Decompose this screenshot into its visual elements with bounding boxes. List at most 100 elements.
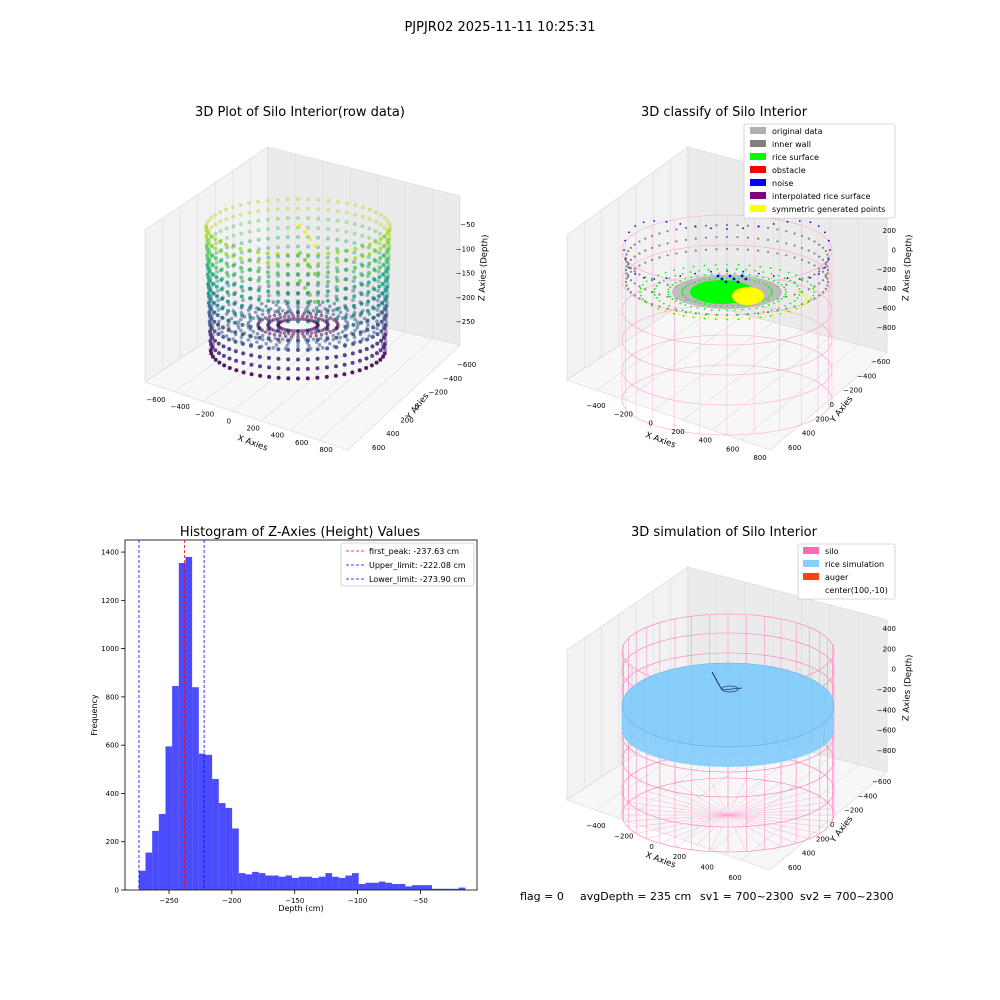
- floor-point: [246, 338, 251, 342]
- wall-point: [206, 301, 211, 305]
- histogram-bar: [205, 754, 213, 890]
- floor-point: [296, 335, 300, 339]
- wall-point: [380, 300, 385, 305]
- y-tick-label: 200: [106, 838, 119, 846]
- wall-point: [286, 292, 291, 297]
- wall-point: [359, 301, 364, 306]
- rice-surface-point: [673, 269, 675, 272]
- floor-point: [305, 328, 309, 333]
- wall-point: [343, 277, 348, 282]
- floor-point: [224, 312, 229, 316]
- wall-point: [377, 241, 382, 246]
- rice-surface-point: [753, 279, 756, 282]
- wall-point: [360, 254, 365, 259]
- wall-point: [265, 217, 270, 222]
- wall-point: [215, 313, 220, 318]
- wall-point: [344, 220, 349, 225]
- wall-point: [239, 265, 244, 270]
- silo-floor-wire: [646, 791, 729, 816]
- floor-point: [236, 323, 240, 327]
- tick-label: −600: [146, 396, 165, 404]
- wall-point: [207, 247, 212, 252]
- floor-point: [365, 326, 369, 331]
- inner-wall-point: [704, 313, 708, 316]
- inner-wall-point: [715, 236, 718, 239]
- wall-point: [387, 234, 392, 239]
- floor-point: [290, 317, 294, 322]
- inner-wall-point: [704, 248, 708, 251]
- floor-point: [300, 314, 305, 318]
- floor-point: [304, 308, 308, 312]
- wall-point: [367, 251, 372, 256]
- floor-point: [349, 315, 354, 319]
- inner-wall-point: [624, 268, 628, 272]
- wall-point: [373, 249, 378, 254]
- wall-point: [219, 287, 224, 292]
- wall-point: [206, 266, 211, 271]
- wall-point: [344, 286, 349, 291]
- symmetric-point: [802, 293, 805, 296]
- floor-point: [325, 321, 330, 326]
- wall-point: [207, 294, 212, 299]
- raw-xlabel: X Axies: [236, 433, 269, 453]
- wall-point: [209, 326, 214, 331]
- wall-point: [380, 272, 385, 277]
- wall-point: [344, 210, 349, 215]
- wall-point: [377, 284, 382, 289]
- histogram-bar: [318, 876, 326, 890]
- wall-point: [221, 305, 226, 310]
- wall-point: [334, 256, 339, 261]
- wall-point: [335, 259, 340, 264]
- floor-point: [345, 320, 350, 325]
- floor-point: [227, 319, 231, 324]
- floor-point: [283, 299, 288, 304]
- wall-point: [211, 272, 216, 277]
- wall-point: [350, 351, 355, 356]
- legend-swatch: [750, 205, 766, 212]
- wall-point: [305, 357, 310, 362]
- inner-wall-point: [821, 246, 825, 249]
- wall-point: [224, 270, 229, 275]
- wall-point: [386, 247, 391, 252]
- wall-point: [214, 260, 219, 265]
- inner-wall-point: [629, 258, 633, 261]
- wall-point: [215, 294, 220, 299]
- rice-surface-point: [769, 314, 772, 317]
- rice-surface-point: [777, 307, 780, 310]
- wall-point: [276, 254, 281, 259]
- auger-shaft: [711, 671, 723, 691]
- wall-point: [325, 298, 330, 303]
- histogram-ylabel: Frequency: [90, 694, 99, 736]
- tick-label: 0: [648, 419, 652, 427]
- floor-point: [267, 331, 272, 336]
- raw-panel-title: 3D Plot of Silo Interior(row data): [195, 105, 405, 120]
- rice-surface-point: [754, 269, 756, 272]
- floor-point: [288, 308, 292, 312]
- wall-point: [316, 280, 321, 285]
- inner-wall-point: [625, 272, 628, 275]
- inner-wall-point: [766, 250, 770, 253]
- wall-point: [215, 288, 220, 293]
- inner-wall-point: [793, 256, 796, 259]
- inner-wall-point: [785, 283, 788, 286]
- rice-surface-point: [784, 305, 786, 307]
- wall-point: [215, 303, 220, 308]
- floor-point: [280, 337, 285, 342]
- obstacle-point: [303, 286, 307, 290]
- wall-point: [351, 260, 356, 265]
- rice-surface-point: [714, 263, 717, 266]
- inner-wall-point: [818, 270, 821, 273]
- tick-label: −100: [456, 245, 475, 253]
- wall-point: [379, 319, 384, 324]
- tick-label: −400: [443, 375, 462, 383]
- floor-point: [345, 338, 350, 342]
- rice-surface-point: [737, 263, 740, 266]
- wall-point: [334, 335, 339, 340]
- rice-surface-point: [698, 312, 700, 315]
- floor-point: [251, 316, 256, 320]
- floor-point: [355, 320, 360, 324]
- floor-point: [249, 303, 253, 308]
- rice-surface-point: [662, 279, 665, 282]
- inner-wall-point: [644, 237, 647, 240]
- wall-point: [377, 275, 382, 280]
